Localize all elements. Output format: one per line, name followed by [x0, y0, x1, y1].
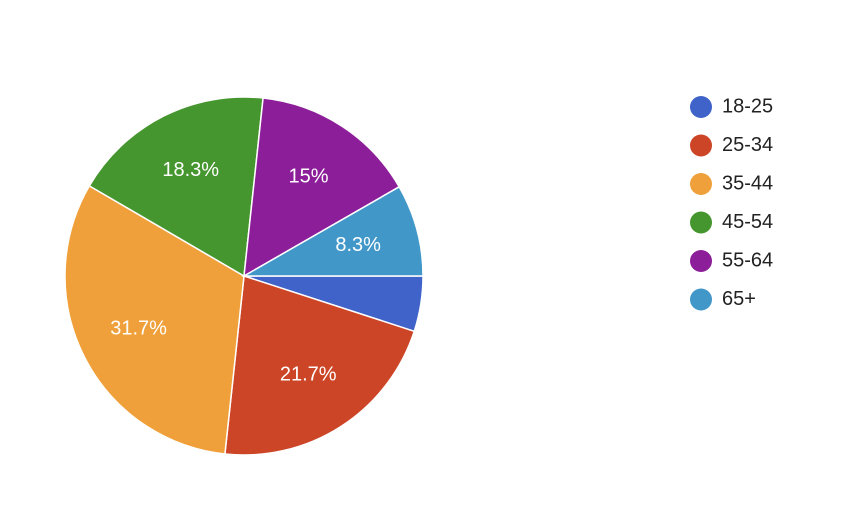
- pie-slice: [241, 185, 424, 277]
- legend-label: 35-44: [722, 172, 773, 194]
- legend-swatch: [690, 96, 712, 118]
- slice-label: 18.3%: [162, 159, 219, 181]
- legend-swatch: [690, 211, 712, 234]
- pie-slice: [64, 184, 245, 455]
- pie-slice: [88, 96, 264, 278]
- slice-label: 31.7%: [110, 318, 167, 340]
- slice-label: 15%: [289, 165, 329, 187]
- legend-label: 55-64: [722, 249, 773, 271]
- legend-swatch: [690, 134, 712, 157]
- legend-swatch: [690, 250, 712, 272]
- legend-label: 65+: [722, 288, 756, 310]
- legend-swatch: [690, 288, 712, 311]
- pie-slice: [243, 97, 401, 278]
- pie-slice: [224, 275, 416, 456]
- legend-label: 45-54: [722, 211, 773, 233]
- legend-label: 25-34: [722, 134, 773, 156]
- slice-label: 8.3%: [335, 234, 381, 256]
- legend-label: 18-25: [722, 95, 773, 117]
- legend-swatch: [690, 173, 712, 195]
- slice-label: 21.7%: [280, 363, 337, 385]
